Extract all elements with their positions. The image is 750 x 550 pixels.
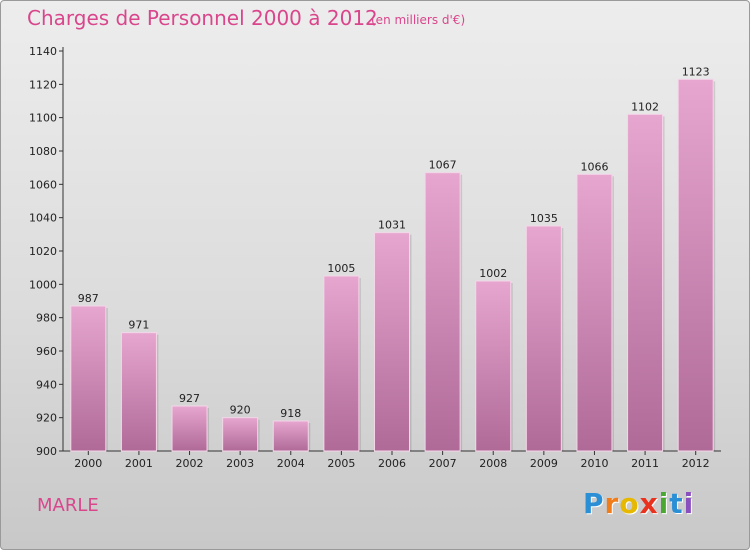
y-tick-label: 1140 (29, 45, 57, 58)
location-label: MARLE (37, 495, 99, 516)
chart-subtitle: (en milliers d'€) (371, 13, 466, 27)
x-tick-label: 2009 (530, 457, 558, 470)
y-tick-label: 1060 (29, 178, 57, 191)
x-tick-label: 2005 (327, 457, 355, 470)
bar-2011 (627, 113, 664, 452)
y-tick-label: 920 (36, 412, 57, 425)
x-tick-label: 2007 (429, 457, 457, 470)
bar-value-label: 1005 (327, 262, 355, 275)
y-tick-label: 940 (36, 378, 57, 391)
bar-2000 (70, 305, 107, 452)
bar-2003 (222, 417, 259, 452)
bar-value-label: 1123 (682, 65, 710, 78)
x-tick-label: 2001 (125, 457, 153, 470)
bar-2002 (171, 405, 208, 452)
y-tick-label: 1020 (29, 245, 57, 258)
bar-value-label: 1066 (580, 160, 608, 173)
bar-value-label: 971 (128, 319, 149, 332)
bar-value-label: 1031 (378, 219, 406, 232)
x-tick-label: 2012 (682, 457, 710, 470)
bar-value-label: 927 (179, 392, 200, 405)
y-tick-label: 1040 (29, 212, 57, 225)
bar-2012 (677, 78, 714, 452)
bar-value-label: 920 (230, 404, 251, 417)
y-tick-label: 900 (36, 445, 57, 458)
y-tick-label: 980 (36, 312, 57, 325)
y-tick-label: 1100 (29, 112, 57, 125)
x-tick-label: 2011 (631, 457, 659, 470)
logo-letter: i (658, 487, 670, 520)
bar-value-label: 1067 (429, 159, 457, 172)
bar-2007 (424, 172, 461, 452)
bar-2009 (525, 225, 562, 452)
bar-2006 (374, 232, 410, 452)
bar-value-label: 1002 (479, 267, 507, 280)
x-tick-label: 2006 (378, 457, 406, 470)
logo-letter: P (583, 487, 605, 520)
x-tick-label: 2008 (479, 457, 507, 470)
x-tick-label: 2002 (176, 457, 204, 470)
logo-letter: r (604, 487, 620, 520)
logo-letter: i (683, 487, 695, 520)
x-tick-label: 2003 (226, 457, 254, 470)
x-tick-label: 2004 (277, 457, 305, 470)
bar-value-label: 1035 (530, 212, 558, 225)
y-tick-label: 1000 (29, 278, 57, 291)
y-tick-label: 960 (36, 345, 57, 358)
bar-2005 (323, 275, 360, 452)
x-tick-label: 2010 (580, 457, 608, 470)
logo-letter: o (619, 487, 640, 520)
bar-value-label: 987 (78, 292, 99, 305)
x-tick-label: 2000 (74, 457, 102, 470)
bar-2001 (120, 332, 157, 452)
bar-2010 (576, 173, 613, 452)
bar-2004 (272, 420, 309, 452)
logo-letter: x (639, 487, 659, 520)
chart-title: Charges de Personnel 2000 à 2012 (27, 6, 378, 30)
bar-value-label: 1102 (631, 100, 659, 113)
y-tick-label: 1080 (29, 145, 57, 158)
bar-2008 (475, 280, 512, 452)
bar-value-label: 918 (280, 407, 301, 420)
logo-letter: t (669, 487, 684, 520)
brand-logo: Proxiti (583, 487, 694, 520)
y-tick-label: 1120 (29, 78, 57, 91)
